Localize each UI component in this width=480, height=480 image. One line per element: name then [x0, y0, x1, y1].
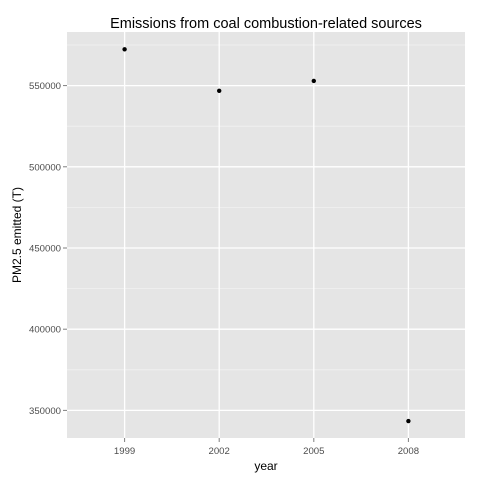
x-tick-label: 2005: [303, 446, 324, 457]
x-axis-title: year: [254, 459, 277, 473]
y-tick-label: 500000: [29, 162, 61, 173]
y-tick-label: 400000: [29, 325, 61, 336]
grid-major: [67, 32, 465, 438]
y-tick-label: 450000: [29, 243, 61, 254]
x-axis-ticks: 1999 2002 2005 2008: [114, 438, 419, 457]
data-point: [217, 88, 222, 94]
grid-minor: [67, 44, 465, 371]
data-point: [406, 418, 411, 424]
y-axis-title: PM2.5 emitted (T): [10, 187, 24, 283]
y-tick-label: 350000: [29, 406, 61, 417]
chart-title: Emissions from coal combustion-related s…: [110, 16, 422, 32]
plot-panel: [67, 32, 465, 438]
data-point: [311, 78, 316, 84]
data-points: [122, 47, 411, 424]
x-tick-label: 2008: [398, 446, 419, 457]
data-point: [122, 47, 127, 52]
x-tick-label: 2002: [209, 446, 230, 457]
y-tick-label: 550000: [29, 81, 61, 92]
x-tick-label: 1999: [114, 446, 135, 457]
y-axis-ticks: 350000 400000 450000 500000 550000: [29, 81, 67, 417]
